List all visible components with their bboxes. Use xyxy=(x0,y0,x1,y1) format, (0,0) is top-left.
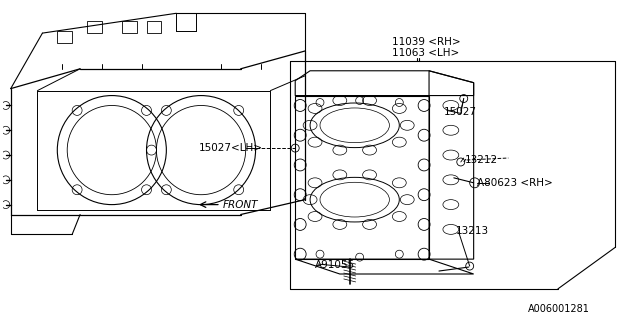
Text: A80623 <RH>: A80623 <RH> xyxy=(477,178,552,188)
Text: A006001281: A006001281 xyxy=(528,304,590,314)
Text: 15027: 15027 xyxy=(444,108,477,117)
Text: 15027<LH>: 15027<LH> xyxy=(199,143,263,153)
Text: 13212: 13212 xyxy=(465,155,498,165)
Text: A91055: A91055 xyxy=(315,260,355,270)
Text: 11039 <RH>: 11039 <RH> xyxy=(392,37,461,47)
Text: FRONT: FRONT xyxy=(223,200,259,210)
Text: 11063 <LH>: 11063 <LH> xyxy=(392,48,460,58)
Text: 13213: 13213 xyxy=(456,227,489,236)
